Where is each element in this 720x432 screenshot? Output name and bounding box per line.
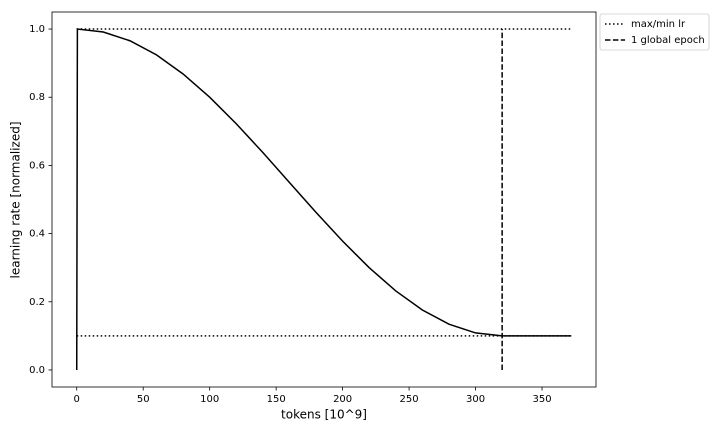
legend-box [599, 13, 710, 51]
y-tick-label: 0.6 [29, 160, 45, 171]
x-tick-label: 250 [400, 394, 419, 405]
lr-curve [75, 28, 572, 370]
y-tick-label: 0.2 [29, 297, 45, 308]
y-tick-label: 1.0 [29, 24, 45, 35]
x-tick-label: 350 [532, 394, 551, 405]
y-tick-label: 0.8 [29, 92, 45, 103]
x-tick-label: 50 [137, 394, 150, 405]
legend-label: 1 global epoch [631, 35, 705, 46]
y-tick-label: 0.0 [29, 365, 45, 376]
x-tick-label: 0 [74, 394, 80, 405]
y-axis-label: learning rate [normalized] [9, 121, 23, 278]
plot-frame [51, 11, 597, 388]
x-tick-label: 300 [466, 394, 485, 405]
x-axis-label: tokens [10^9] [281, 408, 367, 422]
legend-label: max/min lr [631, 19, 686, 30]
x-tick-label: 200 [333, 394, 352, 405]
x-tick-label: 150 [267, 394, 286, 405]
x-tick-label: 100 [200, 394, 219, 405]
y-tick-label: 0.4 [29, 229, 45, 240]
